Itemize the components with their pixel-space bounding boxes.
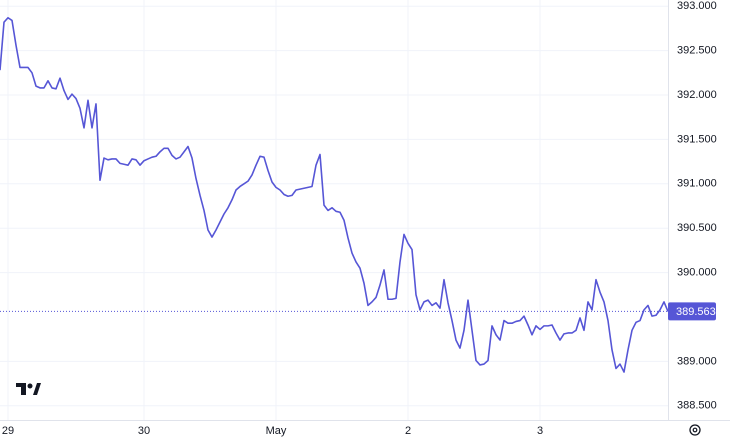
y-tick-label: 392.000 — [677, 89, 717, 101]
x-tick-label: 2 — [405, 425, 411, 437]
y-tick-label: 389.000 — [677, 355, 717, 367]
last-price-tag — [668, 302, 716, 321]
logo — [16, 383, 41, 395]
x-tick-label: 29 — [2, 425, 14, 437]
x-tick-label: 30 — [138, 425, 150, 437]
grid — [0, 0, 668, 420]
y-tick-label: 390.000 — [677, 267, 717, 279]
x-tick-label: May — [266, 425, 287, 437]
x-tick-label: 3 — [537, 425, 543, 437]
y-tick-label: 391.000 — [677, 178, 717, 190]
settings-icon[interactable] — [689, 424, 701, 436]
y-tick-label: 393.000 — [677, 0, 717, 12]
price-line — [0, 16, 669, 373]
y-tick-label: 391.500 — [677, 133, 717, 145]
y-tick-label: 390.500 — [677, 222, 717, 234]
last-price-label: 389.563 — [676, 306, 716, 318]
y-tick-label: 392.500 — [677, 45, 717, 57]
y-tick-label: 388.500 — [677, 400, 717, 412]
